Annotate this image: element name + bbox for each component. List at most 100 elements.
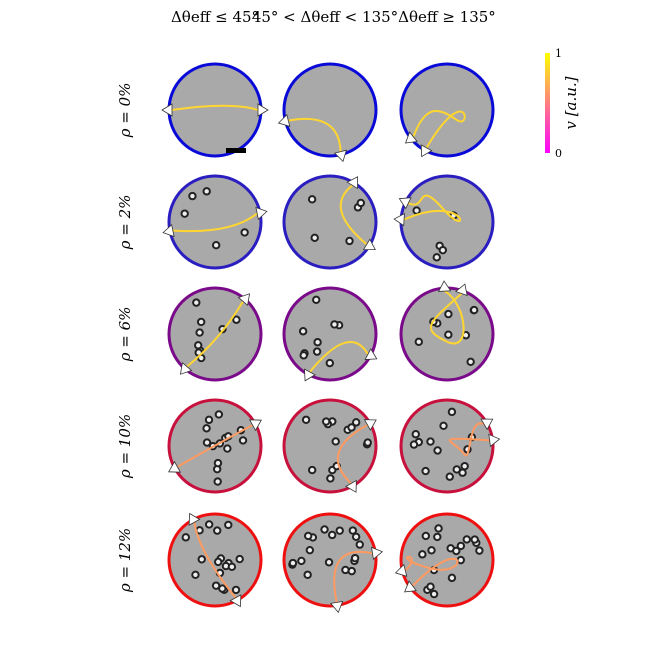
arrow-marker [371,546,384,560]
trajectory [429,290,465,345]
arrow-marker [393,212,405,227]
particle [426,582,435,591]
trajectory [448,422,490,457]
particle [202,187,211,196]
particle [299,351,308,360]
particle [356,198,366,208]
particle [330,320,339,329]
particle [195,328,204,337]
particle [232,315,241,324]
particle [429,589,439,599]
arrow-marker [488,433,501,448]
colorbar-bottom-label: 0 [555,147,562,160]
particle [303,570,312,579]
arrow-marker [168,460,182,473]
particle [411,430,420,439]
particle [298,327,308,336]
particle [231,585,241,595]
arrow-marker [420,144,433,158]
particle [192,298,201,307]
column-header: Δθeff ≥ 135° [398,8,496,26]
particle [238,436,248,445]
particle [312,295,321,305]
particle [326,474,335,483]
particle [213,557,223,567]
particle [335,526,344,535]
trajectory [412,109,466,149]
arrow-marker [346,176,358,190]
particle [313,338,322,347]
particle [310,233,319,243]
particle [307,195,317,204]
particle [325,358,334,368]
arrow-marker [277,113,291,127]
particle [304,531,313,541]
particle [327,530,337,540]
particle [421,531,431,541]
trajectory [403,194,462,222]
particle [301,415,311,424]
particle [469,305,479,315]
particle [458,468,467,477]
particle [214,410,224,419]
row-label: ρ = 0% [116,83,134,139]
particle [235,554,244,564]
particle [213,458,223,468]
particle [240,228,249,237]
particle [460,461,469,471]
arrow-marker [455,283,468,297]
row-label: ρ = 12% [116,528,134,593]
arrow-marker [437,280,452,292]
trajectory [186,300,244,368]
particle [447,573,457,583]
arrow-marker [162,223,175,238]
arena [282,62,378,158]
arrow-marker [304,368,316,382]
arrow-marker [248,419,262,432]
arrow-marker [179,361,193,375]
colorbar-label: v [a.u.] [562,76,580,129]
particle [202,424,211,433]
arrow-marker [330,601,344,614]
arrow-marker [363,419,377,431]
arena [399,62,495,158]
particle [444,330,453,339]
row-label: ρ = 10% [116,414,134,479]
trajectory [404,555,459,587]
particle [351,532,361,542]
particle [363,438,372,447]
scale-bar [226,148,246,153]
particle [445,472,454,481]
arena [282,174,378,270]
row-label: ρ = 6% [116,307,134,363]
arrow-marker [404,131,418,144]
particle [288,558,298,568]
particle [211,241,221,250]
particle [218,584,227,593]
arrow-marker [364,348,378,360]
trajectory [171,104,259,111]
arrow-marker [362,238,376,250]
particle [320,525,329,534]
particle [227,562,237,572]
particle [324,558,334,567]
arena [399,174,495,270]
arrow-marker [161,103,173,117]
arena [167,62,263,158]
particle [412,206,421,215]
particle [438,245,448,255]
particle [204,415,214,425]
particle [345,236,354,246]
particle [452,546,461,556]
particle [432,253,441,262]
particle [180,209,189,218]
particle [204,520,214,529]
particle [433,446,442,455]
particle [444,309,453,319]
particle [202,438,212,447]
arena [167,174,263,270]
particle [456,541,466,551]
particle [434,524,443,533]
particle [426,437,435,446]
trajectory [309,340,369,373]
